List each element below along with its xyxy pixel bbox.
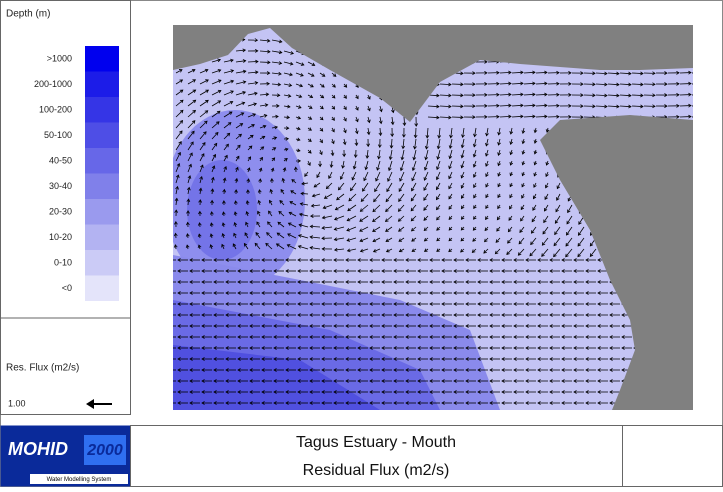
legend-label: 30-40 — [49, 181, 72, 191]
flux-scale: 1.00 — [8, 398, 26, 408]
flow-arrow-shaft — [632, 84, 643, 85]
logo-year: 2000 — [86, 442, 123, 459]
legend-swatch — [85, 276, 119, 302]
flow-arrow-shaft — [415, 128, 416, 138]
subtitle: Residual Flux (m2/s) — [303, 462, 450, 479]
title: Tagus Estuary - Mouth — [296, 434, 456, 451]
legend-label: 20-30 — [49, 206, 72, 216]
flow-arrow-shaft — [632, 106, 643, 107]
flow-arrow-shaft — [500, 105, 511, 106]
flow-arrow-shaft — [500, 83, 511, 84]
flow-arrow-shaft — [632, 95, 643, 96]
flow-arrow-shaft — [500, 72, 511, 73]
legend-swatch — [85, 199, 119, 225]
logo-name: MOHID — [8, 439, 68, 459]
legend-swatch — [85, 123, 119, 149]
legend-label: 50-100 — [44, 130, 72, 140]
legend-label: 200-1000 — [34, 79, 72, 89]
legend-title: Depth (m) — [6, 9, 50, 20]
legend-label: >1000 — [47, 53, 72, 63]
legend-swatch — [85, 97, 119, 123]
legend-swatch — [85, 250, 119, 276]
flux-legend-title: Res. Flux (m2/s) — [6, 363, 79, 374]
legend-swatch — [85, 225, 119, 251]
side-box — [623, 426, 723, 487]
legend-swatch — [85, 72, 119, 98]
legend-swatch — [85, 46, 119, 72]
legend-label: 10-20 — [49, 232, 72, 242]
flow-arrow-shaft — [500, 94, 511, 95]
legend-label: <0 — [62, 283, 72, 293]
logo-tagline: Water Modelling System — [47, 477, 112, 483]
legend-swatch — [85, 174, 119, 200]
legend-label: 0-10 — [54, 257, 72, 267]
legend-label: 100-200 — [39, 104, 72, 114]
flow-arrow-shaft — [500, 116, 511, 117]
flow-arrow-shaft — [632, 73, 643, 74]
legend-swatch — [85, 148, 119, 174]
legend-label: 40-50 — [49, 155, 72, 165]
